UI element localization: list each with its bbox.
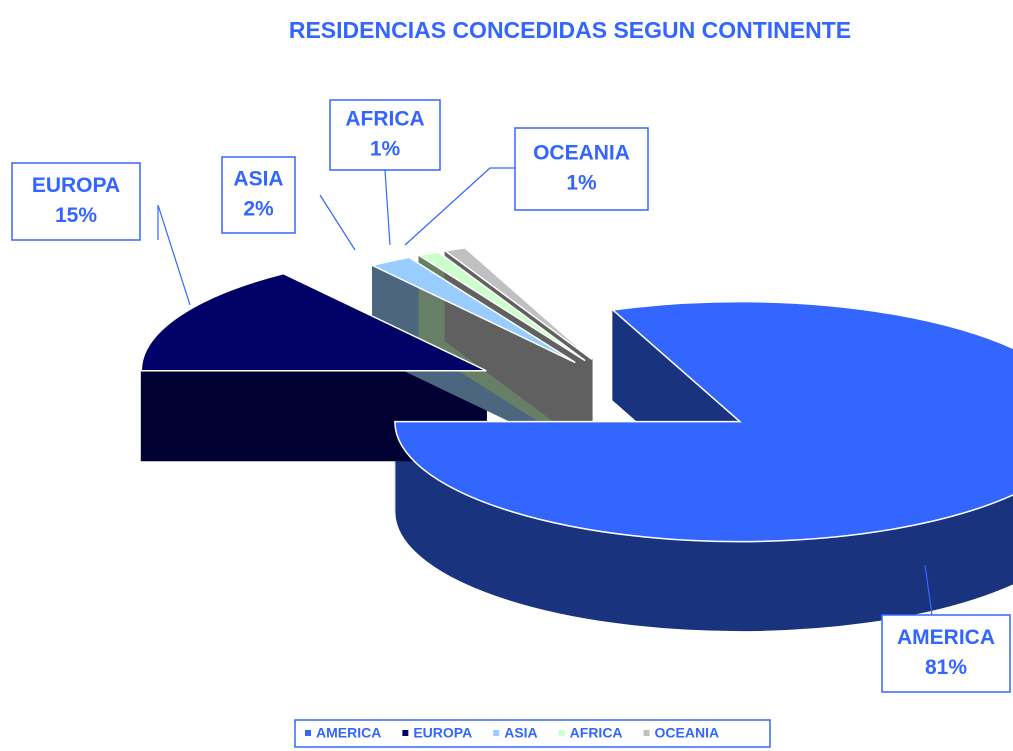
legend-swatch [558, 730, 565, 736]
data-label-box [11, 162, 141, 241]
data-label-box [881, 614, 1011, 693]
leader-line [319, 194, 356, 251]
legend-swatch [305, 730, 311, 736]
data-label-box [221, 156, 296, 234]
leader-line [924, 564, 933, 616]
legend-label: AFRICA [570, 725, 623, 741]
data-label-value: 81% [925, 656, 967, 679]
legend-swatch [643, 730, 650, 736]
legend-label: OCEANIA [655, 725, 720, 741]
leader-line [384, 169, 391, 246]
data-label-name: AFRICA [345, 108, 424, 131]
legend-box [294, 719, 771, 748]
slice [140, 272, 487, 372]
data-label-name: AMERICA [897, 626, 995, 649]
data-label-value: 15% [55, 204, 97, 227]
legend-label: AMERICA [316, 725, 381, 741]
data-label-value: 2% [243, 198, 274, 221]
slice [394, 300, 1013, 543]
data-label-value: 1% [370, 138, 401, 161]
slice [416, 251, 586, 362]
chart-title: RESIDENCIAS CONCEDIDAS SEGUN CONTINENTE [289, 17, 851, 43]
leader-line [404, 167, 515, 246]
slice-tops [140, 247, 1013, 543]
legend-swatch [493, 730, 500, 736]
data-label-box [514, 127, 649, 211]
data-label-name: OCEANIA [533, 142, 630, 165]
slice [370, 256, 576, 364]
leader-line [157, 204, 191, 306]
data-label-name: ASIA [233, 168, 283, 191]
legend-swatch [402, 730, 409, 736]
data-label-value: 1% [566, 172, 597, 195]
legend: AMERICA EUROPA ASIA AFRICA OCEANIA [294, 719, 771, 748]
legend-label: ASIA [504, 725, 537, 741]
slice [443, 247, 593, 361]
data-label-box [329, 99, 441, 171]
legend-label: EUROPA [413, 725, 472, 741]
data-label-name: EUROPA [32, 174, 120, 197]
